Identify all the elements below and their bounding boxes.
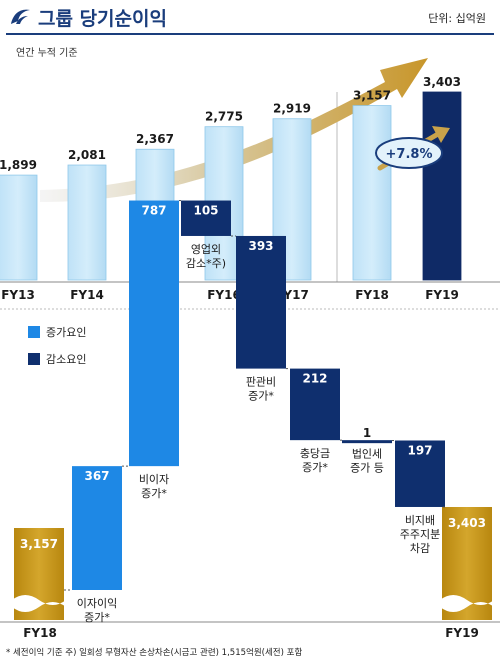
unit-label: 단위: 십억원 [428,12,486,25]
waterfall-label-4-line-1: 판관비 [246,376,276,389]
waterfall-bar-5 [290,368,340,441]
waterfall-bar-1 [72,466,122,590]
bar-label-fy19: 3,403 [423,75,461,89]
footnote: * 세전이익 기준 주) 일회성 무형자산 손상차손(시금고 관련) 1,515… [6,648,303,658]
waterfall-label-7-line-2: 주주지분 [400,528,440,541]
waterfall-tick-fy18: FY18 [23,626,57,640]
legend-decrease-swatch [28,353,40,365]
axis-break-fy19 [440,595,494,612]
waterfall-bar-3 [181,200,231,236]
waterfall-value-2: 787 [141,204,166,218]
bar-fy19 [422,91,462,281]
page-title: 그룹 당기순이익 [38,8,167,30]
bar-label-fy18: 3,157 [353,89,391,103]
waterfall-label-1-line-2: 증가* [84,611,110,624]
growth-arrow [40,58,428,202]
tick-fy16: FY16 [207,288,241,302]
waterfall-label-6-line-1: 법인세 [352,447,382,460]
waterfall-value-fy18: 3,157 [20,537,58,551]
tick-fy19: FY19 [425,288,459,302]
legend-decrease: 감소요인 [28,351,86,367]
waterfall-label-4-line-2: 증가* [248,390,274,403]
waterfall-label-3-line-2: 감소*주) [186,257,226,270]
waterfall-label-2-line-1: 비이자 [139,473,169,486]
waterfall-label-7-line-1: 비지배 [405,514,435,527]
waterfall-value-fy19: 3,403 [448,516,486,530]
bar-label-fy13: 1,899 [0,158,37,172]
company-logo-icon [11,9,30,24]
waterfall-value-6: 1 [363,426,371,440]
legend-increase-label: 증가요인 [46,326,87,339]
bar-label-fy14: 2,081 [68,148,106,162]
waterfall-bar-6 [342,440,392,444]
waterfall-value-3: 105 [193,204,218,218]
waterfall-label-7-line-3: 차감 [410,542,430,555]
bar-fy14 [67,164,107,281]
waterfall-bar-2 [129,200,179,467]
header: 그룹 당기순이익 단위: 십억원 [0,0,500,36]
bar-label-fy16: 2,775 [205,110,243,124]
waterfall-label-1-line-1: 이자이익 [77,597,117,610]
waterfall-label-3-line-1: 영업외 [191,243,221,256]
yoy-arrow-head [432,126,450,143]
legend-decrease-label: 감소요인 [46,353,87,366]
waterfall-label-6-line-2: 증가 등 [350,461,384,474]
waterfall-value-1: 367 [84,469,109,483]
header-divider [6,33,494,35]
waterfall-bar-7 [395,440,445,507]
growth-badge-text: +7.8% [386,147,433,162]
tick-fy18: FY18 [355,288,389,302]
bar-label-fy15: 2,367 [136,132,174,146]
legend-increase-swatch [28,326,40,338]
waterfall-value-5: 212 [302,372,327,386]
bar-fy18 [352,105,392,281]
waterfall-tick-fy19: FY19 [445,626,479,640]
waterfall-label-5-line-1: 충당금 [300,447,330,460]
chart-subtitle: 연간 누적 기준 [16,48,78,59]
waterfall-value-7: 197 [407,443,432,457]
waterfall-label-5-line-2: 증가* [302,461,328,474]
waterfall-bar-4 [236,235,286,369]
bar-label-fy17: 2,919 [273,102,311,116]
waterfall-value-4: 393 [248,239,273,253]
tick-fy14: FY14 [70,288,104,302]
tick-fy13: FY13 [1,288,35,302]
bar-fy13 [0,174,38,281]
waterfall-label-2-line-2: 증가* [141,487,167,500]
legend-increase: 증가요인 [28,324,86,340]
growth-badge [375,137,443,169]
axis-break-fy18 [12,595,66,612]
